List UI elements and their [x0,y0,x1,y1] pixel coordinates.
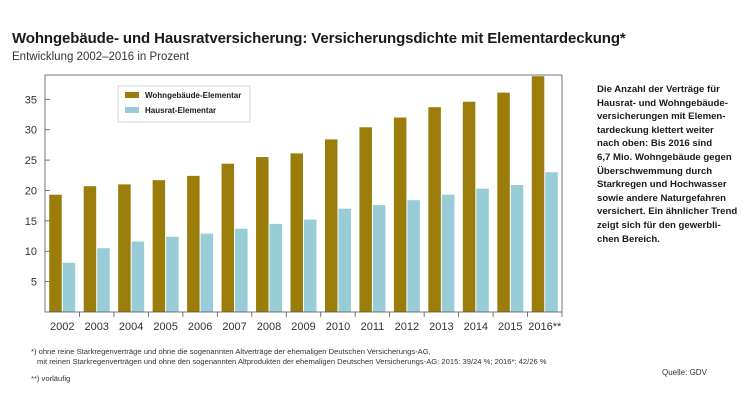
chart-frame [44,74,563,313]
bar-hausrat [510,184,524,312]
bar-hausrat [441,194,455,312]
bar-hausrat [200,233,214,312]
y-axis: 5 10 15 20 25 30 35 [25,94,50,289]
x-tick-label: 2007 [222,321,246,333]
x-tick-label: 2002 [50,321,74,333]
bar-wohngebaeude [83,186,97,312]
x-tick-label: 2010 [326,321,350,333]
bar-wohngebaeude [152,180,166,312]
bars-group [49,76,558,313]
bar-wohngebaeude [187,175,200,312]
bar-hausrat [372,205,386,312]
bar-wohngebaeude [462,101,476,312]
y-tick-label: 10 [25,246,37,258]
legend-swatch-hausrat [125,107,139,113]
legend-label-wohngebaeude: Wohngebäude-Elementar [145,91,241,100]
x-tick-label: 2016** [528,321,562,333]
x-tick-label: 2006 [188,321,212,333]
x-tick-label: 2012 [395,321,419,333]
x-tick-label: 2008 [257,321,281,333]
footnote-2: mit reinen Starkregenverträgen und ohne … [37,357,547,366]
bar-wohngebaeude [324,139,338,312]
x-tick-label: 2004 [119,321,143,333]
bar-hausrat [407,200,420,312]
bar-hausrat [166,236,179,312]
bar-hausrat [304,219,317,312]
side-note: Die Anzahl der Verträge für Hausrat- und… [597,84,738,245]
legend-box [117,85,251,123]
x-tick-label: 2014 [464,321,488,333]
footnote-1: *) ohne reine Starkregenverträge und ohn… [31,347,431,356]
y-tick-label: 15 [25,216,37,228]
bar-hausrat [269,223,283,312]
bar-hausrat [62,262,76,312]
bar-wohngebaeude [531,76,545,312]
source-note: Quelle: GDV [662,368,707,377]
chart-title: Wohngebäude- und Hausratversicherung: Ve… [12,30,626,47]
bar-hausrat [131,241,145,312]
bar-wohngebaeude [497,92,510,312]
y-tick-label: 35 [25,94,37,106]
bar-hausrat [476,188,489,312]
y-tick-label: 25 [25,155,37,167]
y-tick-label: 20 [25,185,37,197]
x-tick-label: 2003 [84,321,108,333]
bar-wohngebaeude [118,184,131,312]
bar-wohngebaeude [428,107,441,312]
legend-swatch-wohngebaeude [125,92,139,98]
bar-wohngebaeude [221,163,235,312]
x-tick-label: 2011 [361,321,385,333]
legend: Wohngebäude-Elementar Hausrat-Elementar [117,85,251,123]
x-tick-label: 2015 [498,321,522,333]
footnote-3: **) vorläufig [31,374,71,383]
legend-label-hausrat: Hausrat-Elementar [145,106,216,115]
y-tick-label: 30 [25,125,37,137]
bar-hausrat [545,172,558,312]
bar-wohngebaeude [49,194,62,312]
bar-wohngebaeude [393,117,407,313]
bar-hausrat [338,208,351,312]
x-axis: 2002 2003 2004 2005 2006 2007 2008 2009 2010 2011… [50,312,563,333]
y-tick-label: 5 [31,277,37,289]
bar-wohngebaeude [290,153,303,312]
bar-hausrat [97,248,110,312]
bar-wohngebaeude [256,157,269,312]
x-tick-label: 2013 [429,321,453,333]
bar-wohngebaeude [359,127,372,312]
x-tick-label: 2005 [153,321,177,333]
bar-hausrat [235,228,248,312]
chart-subtitle: Entwicklung 2002–2016 in Prozent [12,51,190,63]
x-tick-label: 2009 [291,321,315,333]
